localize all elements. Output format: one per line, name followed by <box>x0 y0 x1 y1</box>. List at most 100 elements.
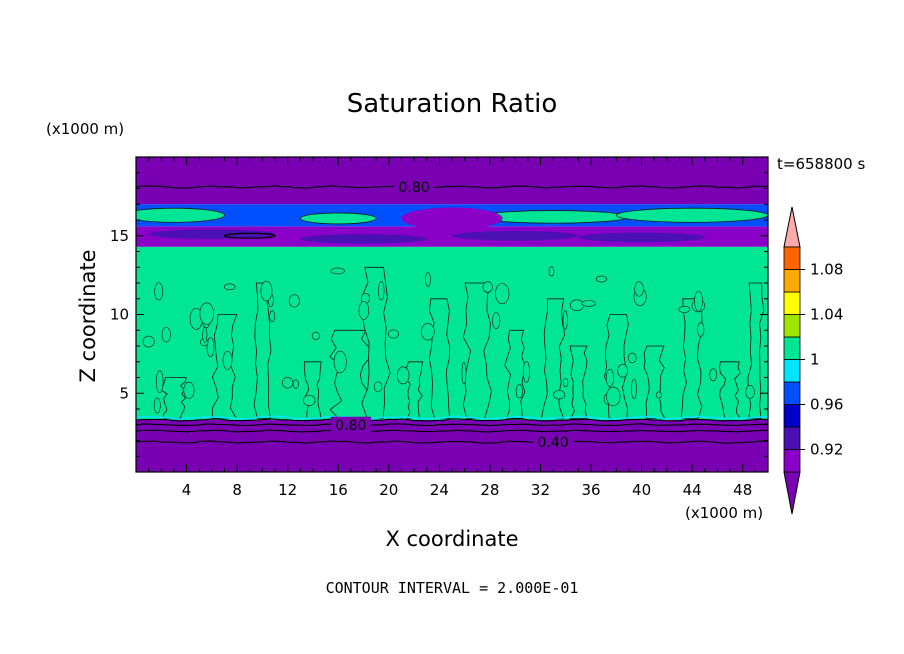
colorbar-segment <box>783 291 801 315</box>
contour-label: 0.40 <box>538 435 569 451</box>
moist-cell <box>709 368 718 382</box>
moist-plume <box>719 361 742 419</box>
x-tick-label: 8 <box>232 481 242 499</box>
band-0 <box>136 420 768 472</box>
moist-cell <box>605 368 614 387</box>
contour-line <box>136 440 768 444</box>
moist-cell <box>202 327 208 343</box>
band-2 <box>136 226 768 247</box>
x-tick-label: 44 <box>683 481 702 499</box>
blue-streak <box>300 234 427 244</box>
moist-cell <box>330 267 345 275</box>
y-tick-label: 5 <box>119 384 129 402</box>
x-tick-label: 36 <box>581 481 600 499</box>
moist-plume <box>406 361 424 419</box>
moist-cell <box>581 300 596 307</box>
moist-cell <box>161 326 171 343</box>
plot-field <box>136 157 768 472</box>
contour-line <box>136 418 768 422</box>
colorbar-segment <box>783 404 801 428</box>
moist-cell <box>562 310 568 330</box>
colorbar-segment <box>783 246 801 270</box>
moist-cell <box>745 385 755 399</box>
colorbar-over-triangle <box>783 206 801 248</box>
moist-cell <box>595 275 608 283</box>
moist-cell <box>515 384 523 399</box>
upper-moist-patch <box>615 207 768 223</box>
moist-plume <box>569 345 588 419</box>
moist-cell <box>199 302 214 325</box>
moist-plume <box>643 345 666 419</box>
contour-label-bg <box>533 434 574 451</box>
colorbar-tick-label: 1.08 <box>810 261 843 279</box>
moist-cell <box>206 337 215 358</box>
blue-streak <box>578 232 705 243</box>
moist-cell <box>311 331 320 341</box>
moist-cell <box>269 310 276 322</box>
moist-plumes <box>136 207 768 419</box>
colorbar-segment <box>783 269 801 293</box>
x-tick-label: 4 <box>182 481 192 499</box>
upper-moist-patch <box>136 207 225 223</box>
moist-cell <box>548 266 555 277</box>
contour-label-bg <box>394 178 435 195</box>
moist-cell <box>281 377 294 389</box>
band-4 <box>136 157 768 205</box>
blue-streak <box>452 231 579 241</box>
moist-cell <box>222 350 233 370</box>
moist-cell <box>292 379 299 389</box>
colorbar-tick-label: 1.04 <box>810 306 843 324</box>
moist-cell <box>627 352 637 364</box>
moist-plume <box>428 298 451 419</box>
colorbar: 0.92 0.96 1 1.04 1.08 <box>783 206 843 515</box>
contour-bands <box>136 157 768 472</box>
x-tick-label: 24 <box>430 481 449 499</box>
y-axis: 5 10 15 <box>110 172 768 457</box>
moist-cell <box>224 283 236 291</box>
moist-cell <box>495 283 510 305</box>
colorbar-segment <box>783 314 801 338</box>
moist-cell <box>183 381 195 399</box>
moist-plume <box>541 298 566 419</box>
moist-cell <box>678 305 691 313</box>
moist-cell <box>153 397 161 414</box>
x-axis: 4 8 12 16 20 24 28 32 36 40 44 48 <box>148 157 756 499</box>
x-tick-label: 40 <box>632 481 651 499</box>
moist-cell <box>260 280 273 302</box>
x-tick-label: 20 <box>379 481 398 499</box>
moist-cell <box>492 312 501 330</box>
x-tick-label: 28 <box>480 481 499 499</box>
chart-title: Saturation Ratio <box>347 89 558 119</box>
x-tick-label: 16 <box>329 481 348 499</box>
contour-line <box>136 429 768 433</box>
moist-cell <box>358 301 370 320</box>
x-tick-label: 48 <box>733 481 752 499</box>
x-tick-label: 32 <box>531 481 550 499</box>
colorbar-under-triangle <box>783 471 801 515</box>
colorbar-tick-label: 0.96 <box>810 396 843 414</box>
moist-cell <box>634 281 644 297</box>
moist-cell <box>694 290 703 312</box>
y-tick-label: 15 <box>110 227 129 245</box>
moist-cell <box>617 364 629 378</box>
colorbar-segment <box>783 426 801 450</box>
moist-cell <box>388 329 400 339</box>
moist-cell <box>421 323 435 341</box>
y-tick-label: 10 <box>110 306 129 324</box>
moist-cell <box>142 335 155 348</box>
moist-cell <box>522 360 530 383</box>
moist-cell <box>425 272 431 287</box>
moist-cell <box>655 391 662 399</box>
x-unit-label: (x1000 m) <box>685 504 763 522</box>
colorbar-tick-label: 1 <box>810 351 820 369</box>
colorbar-segment <box>783 359 801 383</box>
x-tick-label: 12 <box>278 481 297 499</box>
contour-line-edge <box>136 415 768 420</box>
colorbar-tick-label: 0.92 <box>810 441 843 459</box>
dry-intrusion <box>401 207 503 230</box>
x-axis-title: X coordinate <box>385 527 518 551</box>
colorbar-segment <box>783 381 801 405</box>
contour-label-bg <box>330 416 371 433</box>
colorbar-segment <box>783 336 801 360</box>
